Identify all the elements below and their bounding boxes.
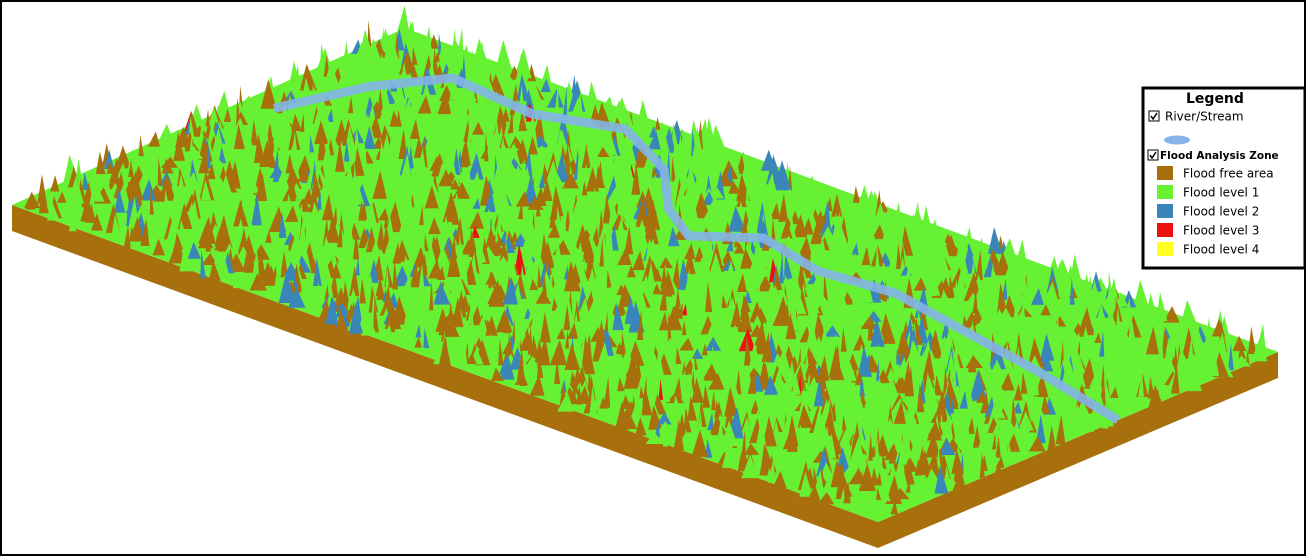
layer-name: Flood Analysis Zone [1160, 150, 1279, 162]
legend-title: Legend [1186, 91, 1244, 107]
class-label: Flood level 3 [1183, 224, 1259, 238]
class-label: Flood level 4 [1183, 243, 1259, 257]
class-swatch [1157, 242, 1173, 256]
class-label: Flood level 1 [1183, 186, 1259, 200]
river-swatch [1164, 136, 1190, 145]
class-swatch [1157, 166, 1173, 180]
checkbox[interactable] [1149, 111, 1159, 121]
class-label: Flood free area [1183, 167, 1274, 181]
class-label: Flood level 2 [1183, 205, 1259, 219]
layer-name: River/Stream [1165, 110, 1244, 124]
class-swatch [1157, 185, 1173, 199]
map-view: Legend River/Stream Flood Analysis Zone … [0, 0, 1306, 556]
checkbox[interactable] [1148, 150, 1158, 160]
legend: Legend River/Stream Flood Analysis Zone … [1143, 88, 1305, 268]
class-swatch [1157, 204, 1173, 218]
class-swatch [1157, 223, 1173, 237]
